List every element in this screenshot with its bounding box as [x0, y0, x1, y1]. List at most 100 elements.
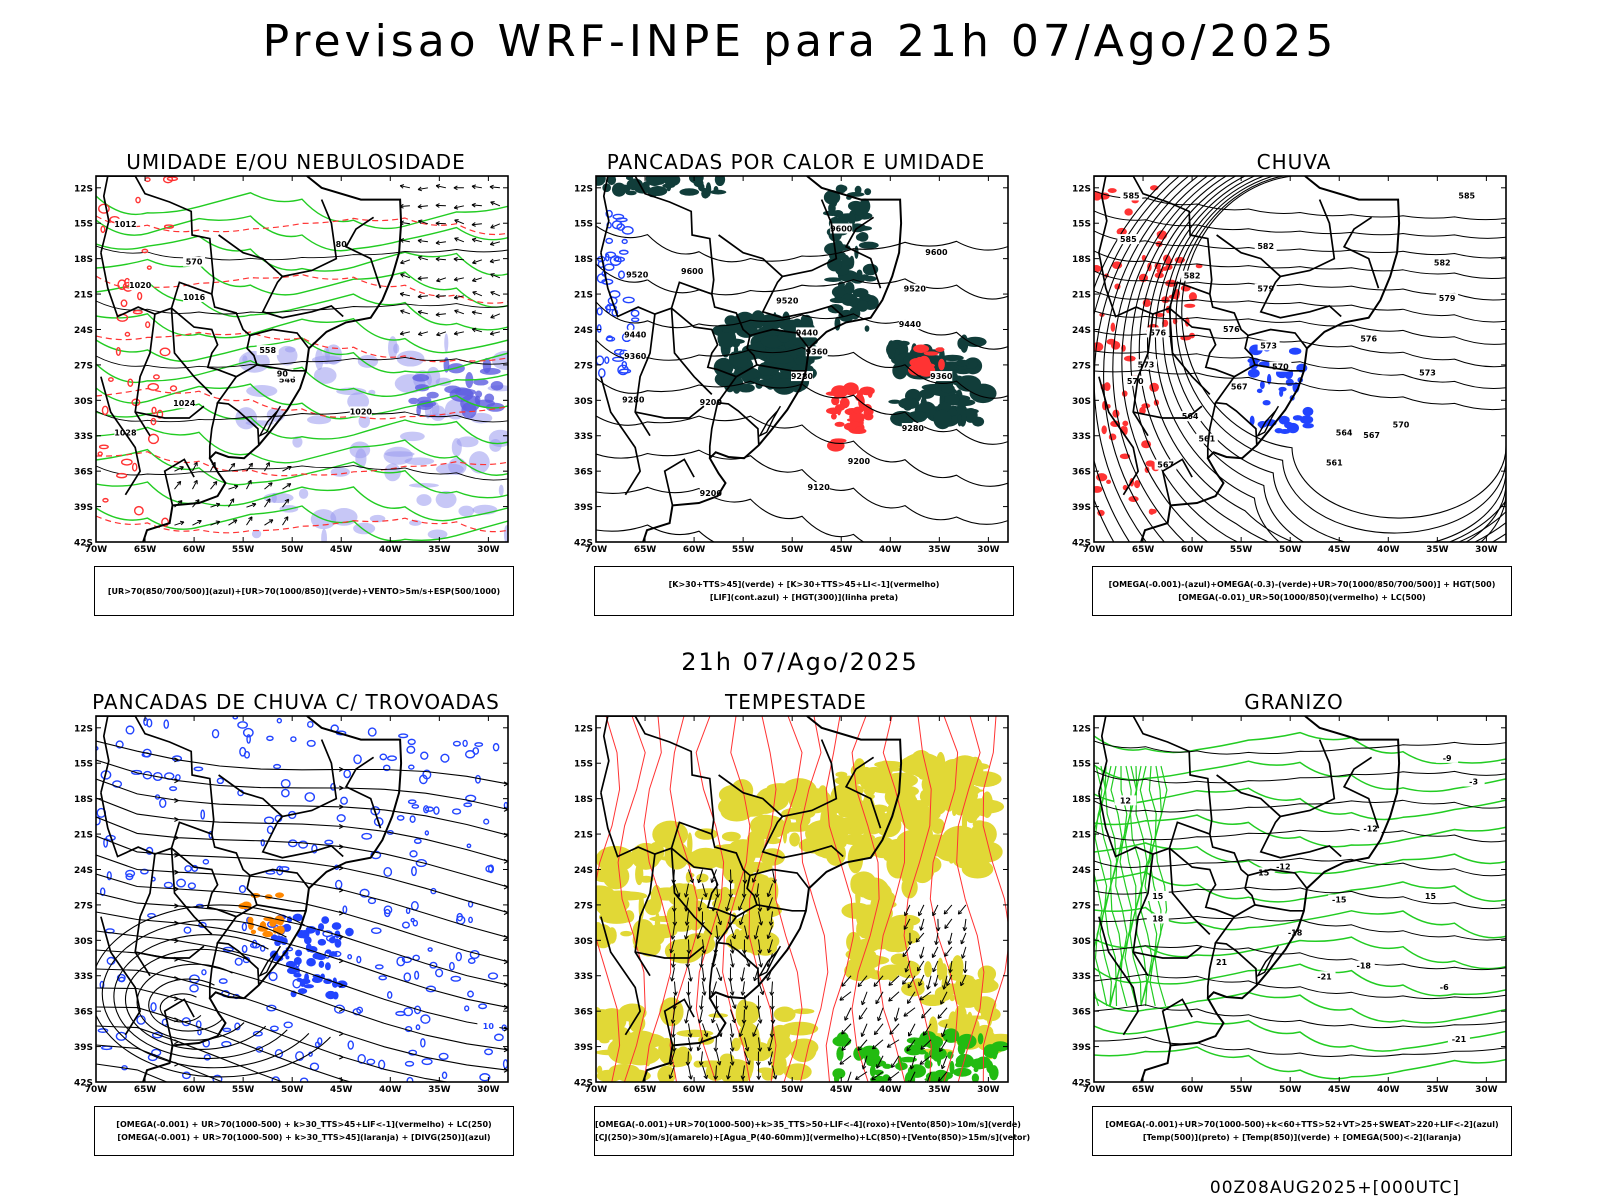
footer-timestamp: 00Z08AUG2025+[000UTC]: [1209, 1178, 1460, 1198]
contour-label: 9600: [830, 224, 853, 233]
contour-label: 9200: [700, 489, 723, 498]
map-borders: [1094, 716, 1401, 1082]
contour-label: 564: [1182, 412, 1199, 421]
contour-label: -18: [1357, 962, 1372, 971]
lat-tick-label: 24S: [574, 866, 593, 876]
lat-tick-label: 15S: [574, 760, 593, 770]
lon-tick-label: 55W: [1230, 545, 1253, 555]
legend-line: [OMEGA(-0.001)+UR>70(1000-500)+k>35_TTS>…: [595, 1120, 1021, 1129]
lon-tick-label: 35W: [1426, 545, 1449, 555]
panel-title: UMIDADE E/OU NEBULOSIDADE: [126, 150, 466, 174]
lat-tick-label: 24S: [574, 326, 593, 336]
lon-tick-label: 45W: [1328, 545, 1351, 555]
lat-tick-label: 27S: [1072, 361, 1091, 371]
panel-legend: [OMEGA(-0.001)-(azul)+OMEGA(-0.3)-(verde…: [1092, 566, 1512, 616]
lon-tick-label: 60W: [1181, 1085, 1204, 1095]
lat-tick-label: 21S: [74, 291, 93, 301]
lon-tick-label: 40W: [379, 545, 402, 555]
map-borders: [596, 176, 903, 542]
lat-tick-label: 12S: [74, 184, 93, 194]
legend-line: [Temp(500)](preto) + [Temp(850)](verde) …: [1142, 1133, 1462, 1142]
contour-label: 18: [1152, 914, 1164, 923]
lon-tick-label: 40W: [379, 1085, 402, 1095]
map-plot: 121515151821-6-12-12-15-18-18-21-21-3-91…: [1072, 715, 1507, 1095]
panel-pancadas-calor: PANCADAS POR CALOR E UMIDADE 9600 9600 9600…: [566, 150, 1026, 640]
lat-tick-label: 30S: [574, 397, 593, 407]
contour-label: 1016: [183, 293, 206, 302]
contour-label: 9360: [806, 347, 829, 356]
contour-label: 9520: [904, 285, 927, 294]
lon-tick-label: 45W: [330, 545, 353, 555]
lat-tick-label: 24S: [1072, 866, 1091, 876]
lat-tick-label: 12S: [574, 184, 593, 194]
lon-tick-label: 45W: [330, 1085, 353, 1095]
panel-legend: [OMEGA(-0.001) + UR>70(1000-500) + k>30_…: [94, 1106, 514, 1156]
panel-legend: [OMEGA(-0.001)+UR>70(1000-500)+k>35_TTS>…: [594, 1106, 1030, 1156]
lat-tick-label: 18S: [1072, 795, 1091, 805]
contour-label: -21: [1317, 972, 1332, 981]
lat-tick-label: 21S: [74, 831, 93, 841]
lon-tick-label: 45W: [830, 545, 853, 555]
lat-tick-label: 27S: [74, 901, 93, 911]
lat-tick-label: 15S: [74, 220, 93, 230]
contour-label: 9200: [700, 398, 723, 407]
lon-tick-label: 30W: [477, 1085, 500, 1095]
lon-tick-label: 35W: [1426, 1085, 1449, 1095]
contour-label: 9440: [899, 320, 922, 329]
lon-tick-label: 40W: [1377, 1085, 1400, 1095]
main-title: Previsao WRF-INPE para 21h 07/Ago/2025: [262, 16, 1338, 67]
contour-label: 80: [336, 240, 348, 249]
contour-label: 9280: [622, 396, 645, 405]
lon-tick-label: 60W: [183, 1085, 206, 1095]
lon-tick-label: 70W: [585, 545, 608, 555]
lon-tick-label: 55W: [732, 545, 755, 555]
contour-label: 12: [1120, 796, 1131, 805]
lon-tick-label: 60W: [1181, 545, 1204, 555]
map-plot: 9600 9600 9600 9520 9520 9520 9440 9440 9440 9360…: [574, 175, 1009, 555]
contour-label: 1024: [173, 399, 196, 408]
contour-label: 10: [483, 1022, 495, 1031]
contour-label: 579: [1439, 294, 1456, 303]
lon-tick-label: 65W: [634, 545, 657, 555]
contour-label: 9200: [848, 457, 871, 466]
lon-tick-label: 35W: [428, 1085, 451, 1095]
lon-tick-label: 30W: [1475, 1085, 1498, 1095]
contour-label: 579: [1257, 285, 1274, 294]
lon-tick-label: 60W: [683, 1085, 706, 1095]
lat-tick-label: 24S: [74, 866, 93, 876]
contour-label: 582: [1257, 242, 1274, 251]
lat-tick-label: 15S: [74, 760, 93, 770]
lon-tick-label: 65W: [1132, 1085, 1155, 1095]
lat-tick-label: 18S: [1072, 255, 1091, 265]
lat-tick-label: 42S: [1072, 539, 1091, 549]
contour-label: 9360: [930, 372, 953, 381]
lat-tick-label: 42S: [74, 1079, 93, 1089]
lat-tick-label: 21S: [574, 291, 593, 301]
contour-label: 561: [1198, 435, 1215, 444]
lon-tick-label: 45W: [1328, 1085, 1351, 1095]
contour-label: 573: [1138, 360, 1155, 369]
lon-tick-label: 30W: [477, 545, 500, 555]
contour-label: -21: [1452, 1035, 1467, 1044]
lat-tick-label: 21S: [574, 831, 593, 841]
lon-tick-label: 70W: [1083, 545, 1106, 555]
contour-label: 585: [1458, 191, 1475, 200]
contour-label: 576: [1223, 325, 1240, 334]
panel-title: TEMPESTADE: [725, 690, 867, 714]
lat-tick-label: 33S: [1072, 972, 1091, 982]
lat-tick-label: 39S: [1072, 503, 1091, 513]
contour-label: 1012: [114, 220, 136, 229]
lat-tick-label: 12S: [1072, 724, 1091, 734]
contour-label: 9120: [808, 483, 831, 492]
contour-label: 585: [1120, 235, 1137, 244]
lon-tick-label: 55W: [1230, 1085, 1253, 1095]
legend-line: [LIF](cont.azul) + [HGT(300)](linha pret…: [709, 593, 899, 602]
lat-tick-label: 33S: [74, 972, 93, 982]
lon-tick-label: 55W: [232, 545, 255, 555]
lat-tick-label: 30S: [74, 937, 93, 947]
lon-tick-label: 50W: [1279, 545, 1302, 555]
